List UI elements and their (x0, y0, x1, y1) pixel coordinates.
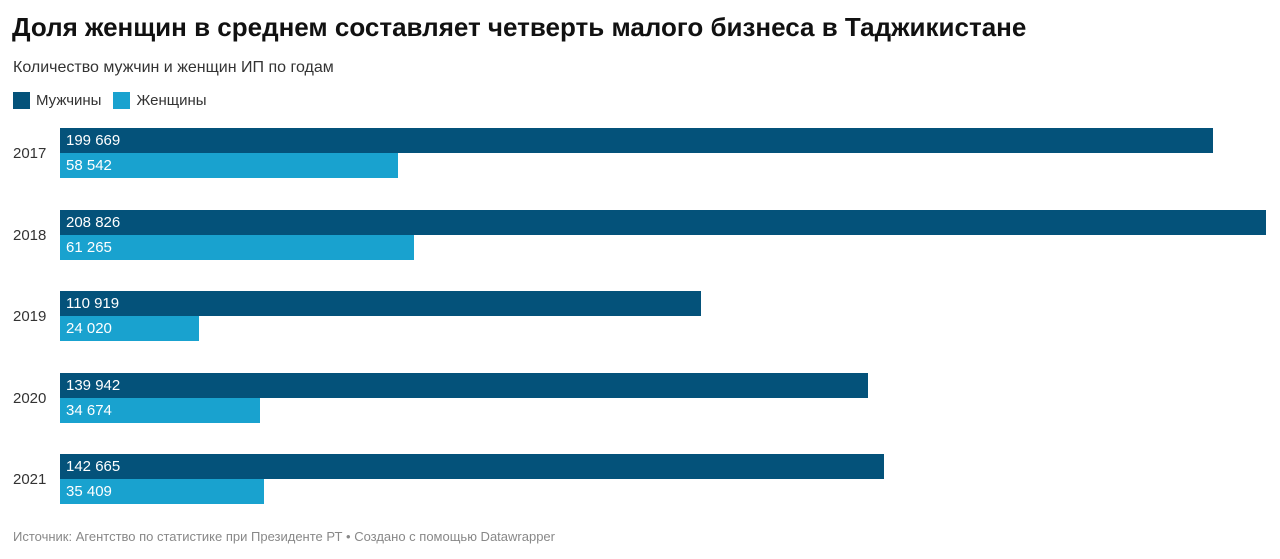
legend: Мужчины Женщины (13, 92, 207, 109)
bar-women-2018: 61 265 (60, 234, 414, 260)
bar-women-2019: 24 020 (60, 316, 199, 341)
bar-women-2021: 35 409 (60, 479, 265, 504)
data-label: 35 409 (66, 483, 112, 500)
data-label: 142 665 (66, 458, 121, 475)
y-tick-label: 2018 (13, 226, 47, 244)
chart-title: Доля женщин в среднем составляет четверт… (12, 12, 1027, 42)
bar-men-2021: 142 665 (60, 454, 884, 479)
data-label: 139 942 (66, 376, 121, 394)
chart-subtitle: Количество мужчин и женщин ИП по годам (13, 59, 334, 76)
legend-label: Мужчины (36, 92, 102, 109)
legend-item: Женщины (113, 92, 207, 109)
y-tick-label: 2020 (13, 389, 47, 407)
source-note: Источник: Агентство по статистике при Пр… (13, 529, 555, 544)
y-tick-label: 2017 (13, 145, 47, 162)
data-label: 61 265 (66, 238, 112, 256)
y-tick-label: 2019 (13, 308, 47, 325)
legend-item: Мужчины (13, 92, 101, 109)
bar-women-2020: 34 674 (60, 397, 261, 423)
bar-women-2017: 58 542 (60, 153, 399, 178)
legend-swatch (13, 92, 30, 109)
data-label: 34 674 (66, 401, 112, 419)
bar-men-2020: 139 942 (60, 372, 869, 398)
y-tick-label: 2021 (13, 471, 47, 488)
bar-men-2017: 199 669 (60, 128, 1214, 153)
data-label: 199 669 (66, 132, 121, 149)
data-label: 208 826 (66, 213, 121, 231)
legend-label: Женщины (136, 92, 207, 109)
legend-swatch (113, 92, 131, 109)
data-label: 24 020 (66, 320, 112, 337)
bar-men-2019: 110 919 (60, 291, 701, 316)
data-label: 110 919 (66, 295, 120, 312)
bar-men-2018: 208 826 (60, 209, 1266, 235)
data-label: 58 542 (66, 157, 112, 174)
